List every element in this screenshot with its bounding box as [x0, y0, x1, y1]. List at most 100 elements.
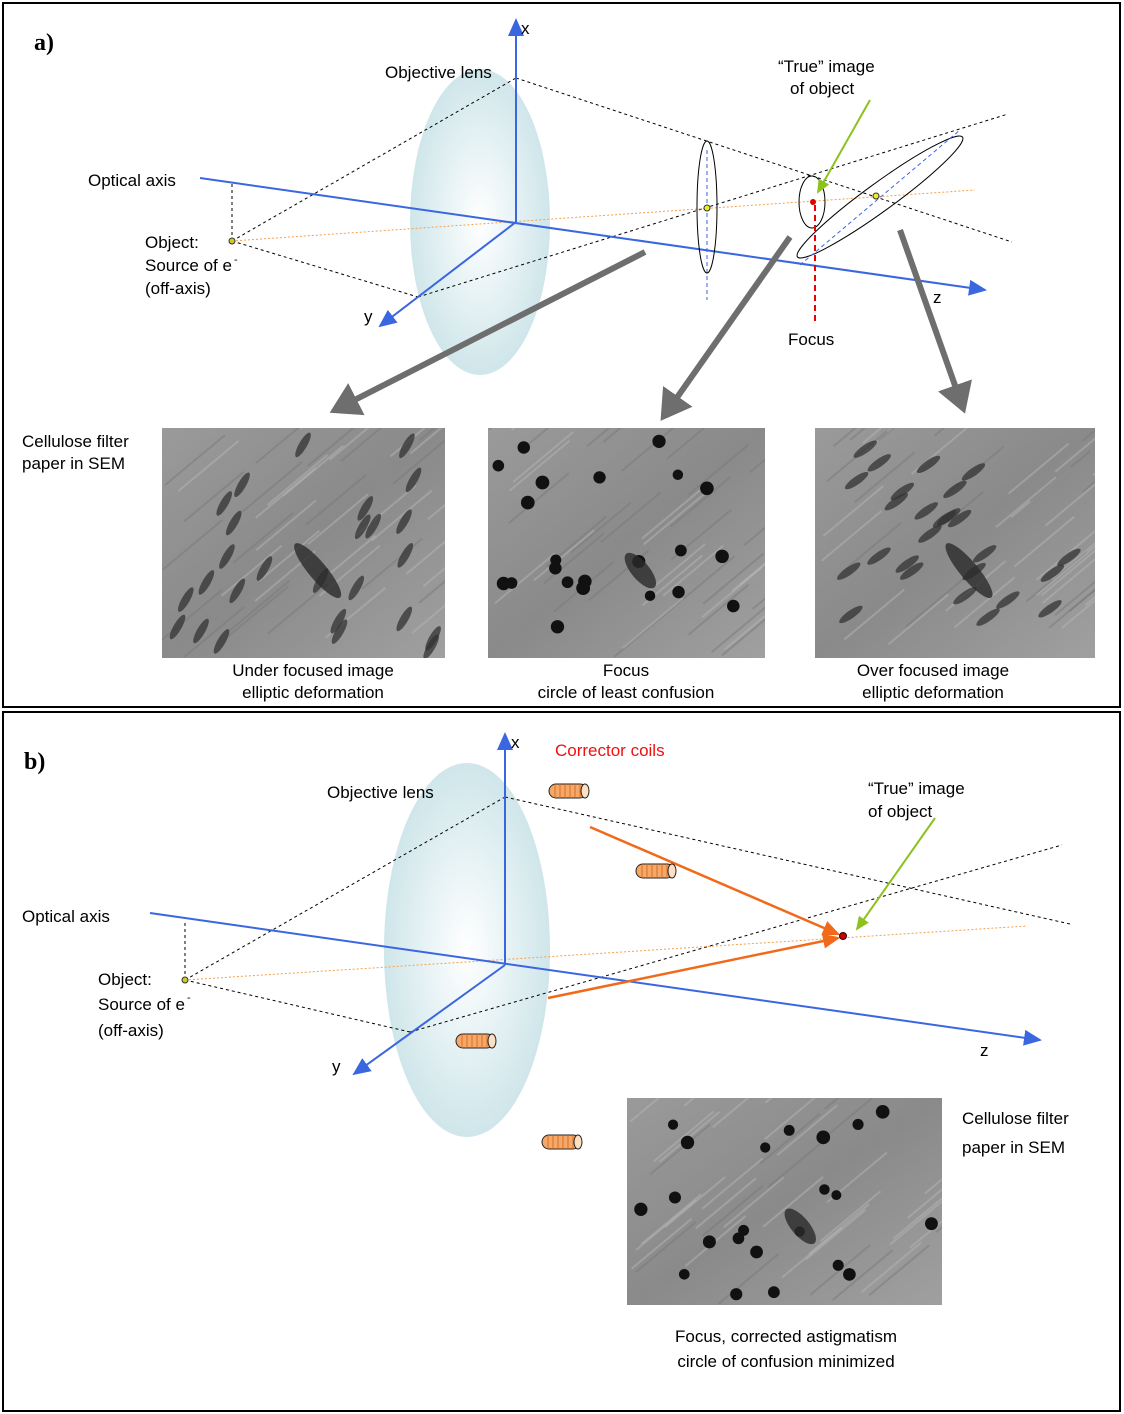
pore: [593, 471, 605, 483]
pore: [645, 590, 656, 601]
point: [810, 199, 816, 205]
image-plane: [800, 130, 960, 265]
pore: [760, 1142, 770, 1152]
principal-ray: [185, 926, 1027, 980]
caption: elliptic deformation: [862, 683, 1004, 702]
true-image-label: of object: [868, 802, 933, 821]
lens-label: Objective lens: [327, 783, 434, 802]
pore: [738, 1225, 749, 1236]
page: {"panel_a": {"label": "a)", "axis_x": "x…: [0, 0, 1124, 1414]
axis-label: z: [980, 1041, 989, 1060]
pore: [730, 1288, 742, 1300]
object-label: Source of e: [145, 256, 232, 275]
axis-label: y: [364, 307, 373, 326]
pore: [700, 481, 714, 495]
panel-a: a) x y z Objective lens Optical axis Obj…: [3, 3, 1124, 707]
pore: [493, 460, 505, 472]
pore: [833, 1260, 844, 1271]
pore: [750, 1246, 763, 1259]
axis-label: x: [511, 733, 520, 752]
pore: [576, 581, 590, 595]
point: [704, 205, 710, 211]
streak: [512, 380, 572, 430]
pore: [506, 577, 518, 589]
caption: Under focused image: [232, 661, 394, 680]
sem-images: [162, 379, 1124, 661]
pore: [703, 1235, 716, 1248]
true-image-label: “True” image: [778, 57, 875, 76]
streak: [489, 379, 549, 429]
axis-label: x: [521, 19, 530, 38]
coil-end: [574, 1135, 582, 1149]
caption: circle of confusion minimized: [677, 1352, 894, 1371]
pore: [549, 562, 562, 575]
pore: [852, 1119, 863, 1130]
panel-b: b) x y z Corrector coils Objective lens …: [3, 712, 1120, 1411]
coil-end: [668, 864, 676, 878]
sample-label: paper in SEM: [22, 454, 125, 473]
pore: [843, 1268, 856, 1281]
pore: [536, 476, 550, 490]
object-label: Source of e: [98, 995, 185, 1014]
superscript: -: [234, 254, 238, 266]
pore: [562, 576, 574, 588]
pore: [876, 1105, 890, 1119]
streak: [765, 1053, 825, 1103]
caption: Focus: [603, 661, 649, 680]
caption: circle of least confusion: [538, 683, 715, 702]
sample-label: paper in SEM: [962, 1138, 1065, 1157]
streak: [419, 391, 479, 441]
panel-label: b): [24, 749, 45, 775]
object-label: Object:: [98, 970, 152, 989]
axis-label: z: [933, 288, 942, 307]
sem-image: [627, 1053, 996, 1305]
focus-point: [840, 933, 847, 940]
streak: [936, 1182, 996, 1232]
caption: elliptic deformation: [242, 683, 384, 702]
axis-title: Optical axis: [22, 907, 110, 926]
sem-background: [488, 428, 765, 658]
object-label: (off-axis): [98, 1021, 164, 1040]
sample-label: Cellulose filter: [962, 1109, 1069, 1128]
objective-lens: [410, 69, 550, 375]
lens-label: Objective lens: [385, 63, 492, 82]
pore: [727, 600, 740, 613]
pointer-arrow: [818, 100, 870, 192]
pore: [652, 435, 665, 448]
sample-label: Cellulose filter: [22, 432, 129, 451]
pore: [816, 1130, 830, 1144]
focus-label: Focus: [788, 330, 834, 349]
pore: [634, 1203, 647, 1216]
pore: [672, 586, 684, 598]
pore: [831, 1190, 841, 1200]
axis-label: y: [332, 1057, 341, 1076]
true-image-label: of object: [790, 79, 855, 98]
coil-end: [581, 784, 589, 798]
panel-border: [3, 712, 1120, 1411]
pore: [784, 1125, 795, 1136]
figure: a) x y z Objective lens Optical axis Obj…: [0, 0, 1124, 1414]
object-point: [229, 238, 235, 244]
caption: Focus, corrected astigmatism: [675, 1327, 897, 1346]
pore: [518, 441, 530, 453]
pore: [668, 1120, 678, 1130]
point: [873, 193, 879, 199]
coils-label: Corrector coils: [555, 741, 665, 760]
pore: [679, 1269, 690, 1280]
object-label: (off-axis): [145, 279, 211, 298]
pore: [715, 550, 728, 563]
optical-axis: [200, 178, 985, 290]
pore: [521, 496, 535, 510]
pore: [673, 470, 683, 480]
pore: [768, 1286, 780, 1298]
panel-label: a): [34, 30, 54, 56]
correction-arrow: [590, 827, 838, 934]
pore: [675, 545, 687, 557]
pore: [681, 1136, 694, 1149]
superscript: -: [187, 992, 191, 1004]
pore: [669, 1191, 681, 1203]
axis-title: Optical axis: [88, 171, 176, 190]
true-image-label: “True” image: [868, 779, 965, 798]
pointer-arrow: [857, 818, 935, 929]
pore: [819, 1184, 830, 1195]
